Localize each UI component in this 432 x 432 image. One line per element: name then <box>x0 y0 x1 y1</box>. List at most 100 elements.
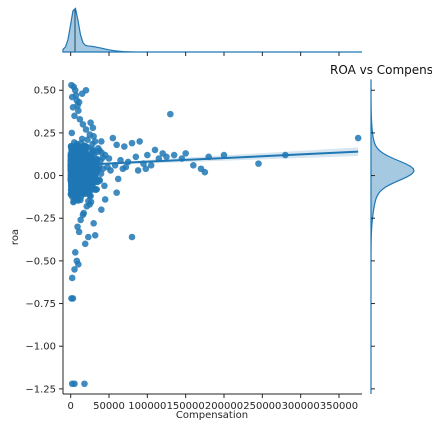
scatter-point <box>78 135 86 143</box>
scatter-point <box>98 138 105 145</box>
scatter-point <box>101 196 109 203</box>
scatter-point <box>69 147 76 155</box>
scatter-point <box>81 240 89 248</box>
x-tick-label: 300000 <box>282 401 320 412</box>
scatter-point <box>75 228 83 236</box>
roa-distribution <box>370 79 415 394</box>
scatter-point <box>113 189 120 196</box>
scatter-point <box>132 153 140 161</box>
y-tick-label: −0.25 <box>25 214 56 225</box>
scatter-point <box>71 112 78 120</box>
scatter-point <box>68 129 76 137</box>
scatter-point <box>68 154 76 162</box>
scatter-point <box>94 144 102 152</box>
scatter-point <box>70 197 78 205</box>
scatter-point <box>128 233 136 241</box>
y-tick-label: −1.25 <box>25 384 56 395</box>
scatter-point <box>71 191 78 199</box>
x-tick-label: 50000 <box>93 401 125 412</box>
scatter-point <box>70 185 78 192</box>
y-tick-label: −0.75 <box>25 299 56 310</box>
x-tick-label: 150000 <box>167 401 205 412</box>
scatter-point <box>78 90 86 97</box>
scatter-point <box>81 175 88 183</box>
compensation-distribution <box>62 7 362 53</box>
scatter-point <box>91 185 99 193</box>
scatter-point <box>87 192 94 200</box>
scatter-point <box>113 141 120 149</box>
y-tick-label: 0.50 <box>34 86 56 97</box>
scatter-point <box>79 142 87 150</box>
scatter-point <box>85 180 93 188</box>
chart-title: ROA vs Compens <box>330 63 432 77</box>
scatter-point <box>67 164 74 172</box>
scatter-point <box>201 168 209 176</box>
y-axis-label: roa <box>10 229 21 245</box>
scatter-point <box>109 134 117 142</box>
scatter-point <box>190 162 197 169</box>
scatter-point <box>98 206 105 213</box>
scatter-point <box>74 223 81 231</box>
scatter-point <box>101 182 108 190</box>
scatter-point <box>72 92 80 99</box>
scatter-point <box>85 233 92 241</box>
scatter-point <box>167 110 174 118</box>
scatter-point <box>90 133 97 140</box>
x-tick-label: 0 <box>67 401 73 412</box>
scatter-point <box>142 165 150 173</box>
y-ticks: 0.50 0.25 0.00 −0.25 −0.50 −0.75 −1.00 −1.25 <box>25 86 375 395</box>
scatter-point <box>79 211 87 219</box>
right-marginal <box>370 79 415 394</box>
x-tick-label: 200000 <box>205 401 243 412</box>
scatter-point <box>71 86 79 94</box>
scatter-point <box>151 146 159 154</box>
scatter-point <box>75 107 82 115</box>
x-tick-label: 250000 <box>243 401 281 412</box>
scatter-point <box>97 170 105 177</box>
scatter-point <box>121 143 128 150</box>
scatter-point <box>82 126 90 133</box>
scatter-point <box>76 115 84 123</box>
scatter-point <box>96 177 104 184</box>
scatter-point <box>89 124 97 132</box>
regression-line <box>70 150 359 167</box>
scatter-point <box>354 134 362 142</box>
top-marginal <box>62 7 362 53</box>
y-tick-label: 0.25 <box>34 128 56 139</box>
scatter-point <box>117 156 124 164</box>
scatter-point <box>182 150 189 157</box>
x-axis-label: Compensation <box>176 410 248 421</box>
scatter-point <box>81 380 88 388</box>
scatter-point <box>82 149 89 157</box>
y-tick-label: −0.50 <box>25 256 56 267</box>
y-tick-label: 0.00 <box>34 171 56 182</box>
scatter-point <box>136 138 143 145</box>
scatter-point <box>76 185 84 193</box>
scatter-point <box>87 119 94 126</box>
scatter-point <box>93 166 101 173</box>
scatter-point <box>91 231 99 239</box>
scatter-point <box>90 174 97 182</box>
scatter-points <box>67 81 362 388</box>
scatter-point <box>134 167 142 174</box>
x-tick-label: 100000 <box>128 401 166 412</box>
x-ticks: 0 50000 100000 150000 200000 250000 300000 3500… <box>67 52 358 412</box>
scatter-point <box>90 220 97 227</box>
scatter-point <box>144 151 151 159</box>
scatter-point <box>84 136 91 144</box>
scatter-point <box>128 139 136 147</box>
x-tick-label: 350000 <box>320 401 358 412</box>
scatter-point <box>68 295 75 302</box>
scatter-point <box>83 202 91 210</box>
y-tick-label: −1.00 <box>25 342 56 353</box>
scatter-point <box>88 168 96 176</box>
scatter-point <box>147 162 155 169</box>
main-axes: 0 50000 100000 150000 200000 250000 300000 3500… <box>25 52 375 412</box>
scatter-point <box>163 153 170 161</box>
scatter-point <box>78 156 85 164</box>
scatter-point <box>114 175 122 183</box>
scatter-point <box>74 102 81 109</box>
scatter-point <box>71 249 79 256</box>
